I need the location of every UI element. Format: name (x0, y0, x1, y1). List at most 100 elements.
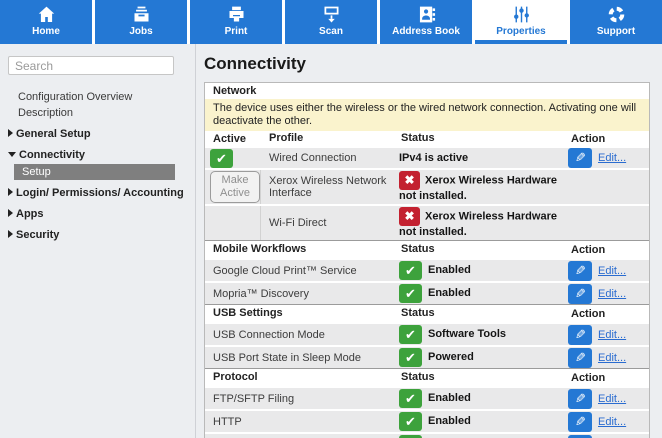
check-icon (399, 348, 422, 367)
sidebar-item-security[interactable]: Security (0, 227, 195, 243)
sidebar-item-login-permissions-accounting[interactable]: Login/ Permissions/ Accounting (0, 185, 195, 201)
edit-icon[interactable] (568, 388, 592, 409)
tab-label: Jobs (129, 25, 153, 37)
section-header-protocol: Protocol Status Action (205, 368, 649, 386)
address-book-icon (416, 4, 437, 25)
edit-link[interactable]: Edit... (598, 287, 627, 300)
edit-link[interactable]: Edit... (598, 264, 627, 277)
tab-address-book[interactable]: Address Book (380, 0, 472, 44)
check-icon (399, 325, 422, 344)
check-icon (399, 389, 422, 408)
tab-support[interactable]: Support (570, 0, 662, 44)
status-text: Enabled (428, 287, 471, 300)
edit-icon[interactable] (568, 411, 592, 432)
tab-label: Support (596, 25, 636, 37)
table-row-wifi-direct: Wi-Fi Direct Xerox Wireless Hardware not… (205, 204, 649, 240)
print-icon (226, 4, 247, 25)
sidebar-item-connectivity[interactable]: Connectivity (0, 147, 195, 163)
check-icon (399, 435, 422, 438)
column-profile: Profile (269, 132, 304, 144)
profile-label: Wi-Fi Direct (269, 217, 327, 229)
tab-label: Home (32, 25, 60, 37)
status-text: Enabled (428, 264, 471, 277)
edit-icon[interactable] (568, 283, 592, 304)
tab-label: Properties (496, 25, 546, 37)
setting-label: FTP/SFTP Filing (213, 392, 295, 405)
section-header-mobile-workflows: Mobile Workflows Status Action (205, 240, 649, 258)
sidebar-item-general-setup[interactable]: General Setup (0, 126, 195, 142)
check-icon (399, 261, 422, 280)
tab-print[interactable]: Print (190, 0, 282, 44)
support-icon (606, 4, 627, 25)
tab-home[interactable]: Home (0, 0, 92, 44)
table-row-http: HTTP Enabled Edit... (205, 409, 649, 432)
check-icon (210, 148, 233, 168)
status-text: Powered (428, 351, 474, 364)
main-content: Connectivity Network The device uses eit… (197, 44, 662, 438)
sidebar: Configuration Overview Description Gener… (0, 44, 196, 438)
sidebar-nav-list: Configuration Overview Description Gener… (0, 89, 195, 243)
chevron-right-icon (8, 129, 13, 137)
edit-icon[interactable] (568, 260, 592, 281)
chevron-right-icon (8, 230, 13, 238)
profile-label: Xerox Wireless Network Interface (269, 175, 387, 199)
check-icon (399, 284, 422, 303)
connectivity-table: Network The device uses either the wirel… (204, 82, 650, 438)
edit-link[interactable]: Edit... (598, 415, 627, 428)
edit-link[interactable]: Edit... (598, 328, 627, 341)
chevron-right-icon (8, 188, 13, 196)
section-header-usb-settings: USB Settings Status Action (205, 304, 649, 322)
tab-label: Print (224, 25, 248, 37)
properties-icon (511, 4, 532, 25)
scan-icon (321, 4, 342, 25)
table-row-usb-port-state: USB Port State in Sleep Mode Powered Edi… (205, 345, 649, 368)
status-text: Xerox Wireless Hardware not installed. (399, 174, 557, 202)
column-active: Active (213, 132, 247, 145)
home-icon (36, 4, 57, 25)
edit-link[interactable]: Edit... (598, 392, 627, 405)
edit-icon[interactable] (568, 324, 592, 345)
sidebar-item-apps[interactable]: Apps (0, 206, 195, 222)
status-text: Xerox Wireless Hardware not installed. (399, 210, 557, 238)
chevron-right-icon (8, 209, 13, 217)
error-icon (399, 207, 420, 226)
jobs-icon (131, 4, 152, 25)
search-input[interactable] (8, 56, 174, 75)
status-text: IPv4 is active (399, 151, 469, 164)
page-title: Connectivity (204, 54, 307, 73)
sidebar-item-configuration-overview[interactable]: Configuration Overview (18, 91, 133, 103)
edit-link[interactable]: Edit... (598, 152, 627, 164)
status-text: Software Tools (428, 328, 507, 341)
setting-label: Mopria™ Discovery (213, 287, 309, 300)
tab-properties[interactable]: Properties (475, 0, 567, 44)
network-notice: The device uses either the wireless or t… (205, 99, 649, 131)
network-column-header: Active Profile Status Action (205, 131, 649, 146)
column-status: Status (401, 132, 435, 144)
setting-label: USB Port State in Sleep Mode (213, 351, 361, 364)
table-row-xerox-wireless: Make Active Xerox Wireless Network Inter… (205, 168, 649, 204)
edit-link[interactable]: Edit... (598, 351, 627, 364)
tab-label: Scan (319, 25, 343, 37)
status-text: Enabled (428, 392, 471, 405)
table-row-ipp: IPP Enabled Edit... (205, 432, 649, 438)
tab-scan[interactable]: Scan (285, 0, 377, 44)
edit-icon[interactable] (568, 148, 592, 168)
section-header-network: Network (205, 83, 649, 99)
sidebar-item-description[interactable]: Description (18, 107, 74, 119)
chevron-down-icon (8, 152, 16, 157)
setting-label: HTTP (213, 415, 242, 428)
tab-jobs[interactable]: Jobs (95, 0, 187, 44)
sidebar-item-setup[interactable]: Setup (14, 164, 175, 180)
check-icon (399, 412, 422, 431)
edit-icon[interactable] (568, 347, 592, 368)
profile-label: Wired Connection (269, 152, 357, 164)
table-row-usb-connection-mode: USB Connection Mode Software Tools Edit.… (205, 322, 649, 345)
edit-icon[interactable] (568, 434, 592, 438)
column-action: Action (571, 132, 606, 145)
table-row-google-cloud-print: Google Cloud Print™ Service Enabled Edit… (205, 258, 649, 281)
status-text: Enabled (428, 415, 471, 428)
setting-label: USB Connection Mode (213, 328, 325, 341)
setting-label: Google Cloud Print™ Service (213, 264, 357, 277)
table-row-ftp-sftp-filing: FTP/SFTP Filing Enabled Edit... (205, 386, 649, 409)
make-active-button[interactable]: Make Active (210, 171, 260, 203)
